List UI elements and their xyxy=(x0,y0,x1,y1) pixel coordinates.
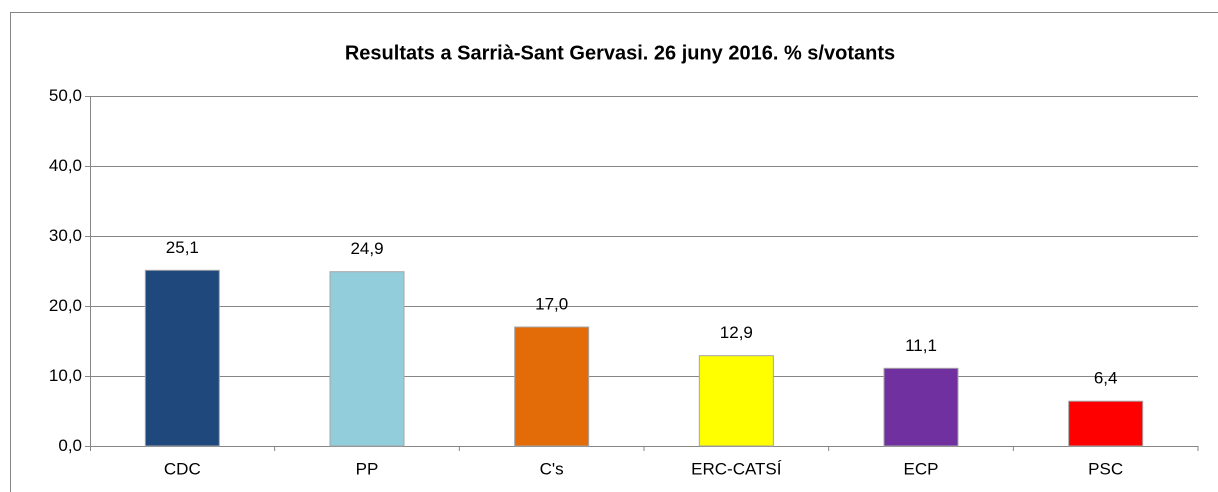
x-tick-label: PP xyxy=(356,459,379,478)
y-tick-label: 40,0 xyxy=(49,156,82,175)
bar xyxy=(329,271,405,447)
chart-title: Resultats a Sarrià-Sant Gervasi. 26 juny… xyxy=(345,42,895,64)
x-tick-label: C's xyxy=(540,459,564,478)
y-tick-label: 50,0 xyxy=(49,86,82,105)
data-label: 25,1 xyxy=(166,238,199,257)
y-tick-label: 20,0 xyxy=(49,296,82,315)
x-tick-label: ECP xyxy=(904,459,939,478)
y-tick-label: 10,0 xyxy=(49,366,82,385)
y-tick-label: 0,0 xyxy=(58,436,82,455)
bar xyxy=(514,326,590,447)
bar xyxy=(698,355,774,447)
data-label: 6,4 xyxy=(1094,369,1118,388)
data-label: 17,0 xyxy=(535,294,568,313)
bar xyxy=(883,367,959,447)
x-tick-label: PSC xyxy=(1088,459,1123,478)
bar xyxy=(1068,400,1144,447)
x-tick-label: ERC-CATSÍ xyxy=(691,459,782,478)
data-label: 12,9 xyxy=(720,323,753,342)
y-tick-label: 30,0 xyxy=(49,226,82,245)
data-label: 24,9 xyxy=(350,239,383,258)
data-label: 11,1 xyxy=(905,336,937,355)
x-tick-label: CDC xyxy=(164,459,201,478)
bar xyxy=(144,269,220,447)
